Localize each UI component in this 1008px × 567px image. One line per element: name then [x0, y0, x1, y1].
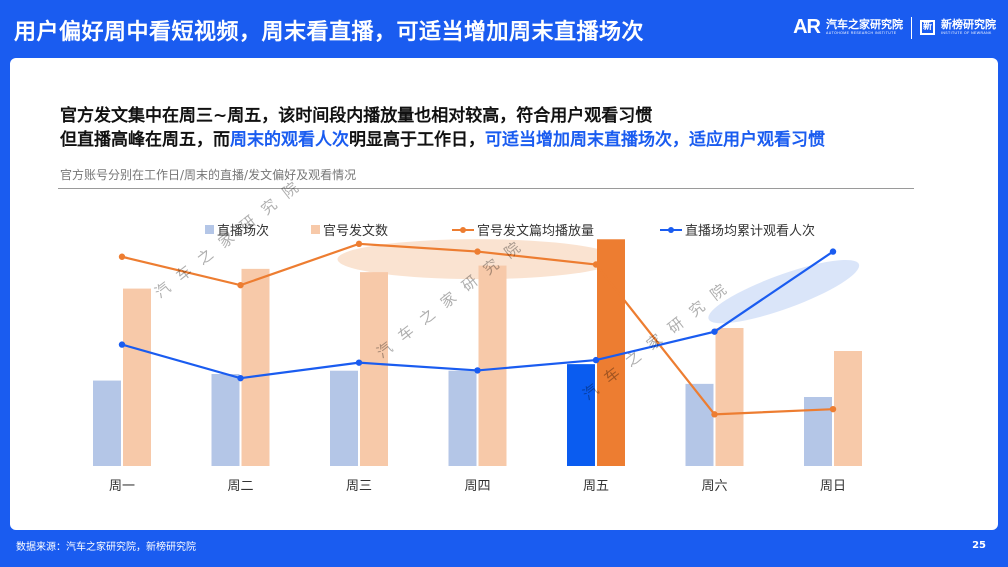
bar-live-4: [448, 370, 477, 466]
chart-svg: 周一 周二 周三 周四 周五 周六 周日 直播场次 官号发文数 官号发文篇均播放量 直播场均累计观看…: [93, 223, 862, 494]
views-series-point-1: [118, 253, 126, 260]
views-series-point-5: [592, 261, 600, 268]
bar-live-7: [804, 397, 832, 466]
x-tick-label-2: 周二: [227, 479, 253, 494]
headline-line-2-c: 明显高于工作日，: [349, 130, 485, 150]
bar-post-4: [478, 265, 507, 466]
legend-label-1: 直播场次: [217, 223, 269, 239]
live-views-series-point-2: [237, 374, 244, 382]
headline-line-2: 但直播高峰在周五，而周末的观看人次明显高于工作日，可适当增加周末直播场次，适应用…: [60, 128, 825, 152]
bar-post-2: [241, 268, 270, 466]
live-views-series-point-1: [118, 341, 126, 348]
live-views-series-point-3: [355, 359, 363, 366]
autohome-logo-text: 汽车之家研究院 AUTOHOME RESEARCH INSTITUTE: [826, 19, 903, 36]
legend-swatch-2: [311, 225, 320, 234]
headline-line-2-a: 但直播高峰在周五，而: [60, 130, 230, 150]
x-tick-label-3: 周三: [346, 479, 372, 494]
views-series-point-4: [474, 248, 481, 255]
content-card: 官方发文集中在周三~周五，该时间段内播放量也相对较高，符合用户观看习惯 但直播高…: [10, 58, 998, 530]
live-views-series-point-4: [474, 367, 481, 374]
subtitle-divider: [58, 188, 914, 189]
page-number: 25: [972, 540, 986, 551]
bar-live-2: [211, 374, 240, 466]
live-views-series-point-7: [829, 248, 837, 255]
newrank-logo-text: 新榜研究院 INSTITUTE OF NEWRANK: [941, 19, 996, 36]
live-views-series-point-6: [711, 328, 718, 335]
legend-label-2: 官号发文数: [323, 223, 388, 239]
bar-live-1: [93, 380, 121, 466]
legend-label-3: 官号发文篇均播放量: [477, 223, 594, 239]
headline-line-2-b: 周末的观看人次: [230, 130, 349, 150]
footer-source: 数据来源：汽车之家研究院，新榜研究院: [16, 542, 196, 553]
autohome-logo-name: 汽车之家研究院: [826, 18, 903, 32]
legend-marker-3: [460, 227, 466, 233]
x-tick-label-6: 周六: [701, 479, 727, 494]
autohome-logo-sub: AUTOHOME RESEARCH INSTITUTE: [826, 31, 897, 36]
headline: 官方发文集中在周三~周五，该时间段内播放量也相对较高，符合用户观看习惯 但直播高…: [60, 104, 825, 152]
bar-post-5: [597, 239, 625, 466]
chart-subtitle: 官方账号分别在工作日/周末的直播/发文偏好及观看情况: [60, 168, 357, 182]
highlight-ellipse-weekday: [337, 239, 618, 280]
legend-swatch-1: [205, 225, 214, 234]
newrank-logo-sub: INSTITUTE OF NEWRANK: [941, 31, 992, 36]
page-title: 用户偏好周中看短视频，周末看直播，可适当增加周末直播场次: [14, 20, 645, 45]
bar-post-7: [834, 351, 862, 466]
x-tick-label-4: 周四: [464, 479, 490, 494]
autohome-logo-mark: AR: [793, 16, 821, 38]
highlight-ellipse-weekend: [708, 259, 860, 324]
bar-live-5: [567, 364, 595, 466]
x-tick-label-5: 周五: [583, 479, 609, 494]
newrank-logo-icon: 新: [920, 20, 935, 35]
views-series-point-6: [711, 411, 718, 418]
x-tick-label-7: 周日: [820, 479, 846, 494]
bar-post-3: [360, 272, 388, 466]
legend-marker-4: [668, 227, 674, 233]
bar-post-6: [715, 328, 744, 466]
live-views-series-point-5: [592, 356, 600, 364]
headline-line-1: 官方发文集中在周三~周五，该时间段内播放量也相对较高，符合用户观看习惯: [60, 106, 653, 126]
logo-divider: [911, 16, 912, 39]
logo-group: AR 汽车之家研究院 AUTOHOME RESEARCH INSTITUTE 新…: [793, 16, 996, 39]
bar-live-3: [330, 370, 358, 466]
views-series-point-7: [829, 405, 837, 413]
x-tick-label-1: 周一: [109, 479, 135, 494]
views-series-point-2: [237, 281, 244, 289]
bar-post-1: [123, 288, 151, 466]
legend-label-4: 直播场均累计观看人次: [685, 223, 815, 239]
newrank-logo-name: 新榜研究院: [941, 18, 996, 32]
views-series-point-3: [355, 240, 363, 248]
bar-live-6: [685, 383, 714, 466]
headline-line-2-d: 可适当增加周末直播场次，适应用户观看习惯: [485, 130, 825, 150]
